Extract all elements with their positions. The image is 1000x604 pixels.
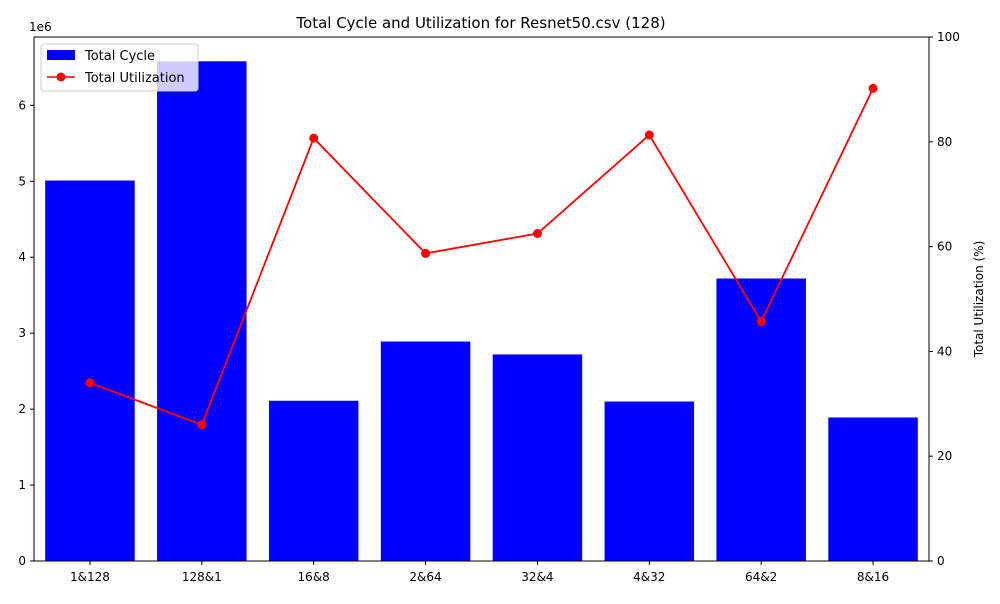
legend: Total Cycle Total Utilization [40,43,199,92]
left-tick-label-6: 6 [18,98,26,112]
legend-label-total-utilization: Total Utilization [84,71,185,86]
right-tick-label-20: 20 [937,449,952,463]
plot-frame [33,36,930,562]
utilization-point-16-8 [309,133,319,143]
left-tick-label-5: 5 [18,174,26,188]
utilization-point-64-2 [756,317,766,327]
chart-title: Total Cycle and Utilization for Resnet50… [295,14,665,32]
x-tick-label-8-16: 8&16 [857,570,889,584]
x-tick-label-1-128: 1&128 [70,570,110,584]
right-tick-label-60: 60 [937,240,952,254]
utilization-point-1-128 [85,378,95,388]
utilization-line [89,87,874,426]
left-axis-offset-text: 1e6 [29,20,52,34]
left-tick-label-3: 3 [18,326,26,340]
bar-128-1 [157,61,247,562]
x-tick-label-16-8: 16&8 [298,570,330,584]
utilization-point-32-4 [532,229,542,238]
left-tick-label-2: 2 [18,402,26,416]
utilization-point-8-16 [868,83,878,93]
x-tick-label-4-32: 4&32 [633,570,665,584]
bar-1-128 [45,180,135,561]
legend-marker-total-utilization [56,72,66,82]
legend-label-total-cycle: Total Cycle [84,49,155,64]
bar-8-16 [828,417,918,561]
left-tick-label-1: 1 [18,478,26,492]
bar-2-64 [380,341,471,561]
bar-4-32 [604,401,695,561]
right-tick-label-40: 40 [937,344,952,358]
left-tick-label-0: 0 [18,554,26,568]
right-axis-label: Total Utilization (%) [972,241,986,359]
bar-32-4 [492,354,583,561]
bar-16-8 [268,400,359,561]
utilization-point-2-64 [421,248,431,258]
x-tick-label-128-1: 128&1 [182,570,222,584]
left-tick-label-4: 4 [18,250,26,264]
right-tick-label-0: 0 [937,554,945,568]
plot-area: 0 1 2 3 4 5 6 1e6 0 20 40 60 80 100 Total Utilization … [18,20,986,584]
x-tick-label-2-64: 2&64 [409,570,441,584]
legend-frame [40,43,199,92]
x-tick-label-64-2: 64&2 [745,570,777,584]
x-tick-label-32-4: 32&4 [521,570,553,584]
right-tick-label-100: 100 [937,30,960,44]
legend-swatch-total-cycle [47,50,75,60]
utilization-point-4-32 [644,130,654,140]
utilization-point-128-1 [197,420,207,430]
right-tick-label-80: 80 [937,135,952,149]
